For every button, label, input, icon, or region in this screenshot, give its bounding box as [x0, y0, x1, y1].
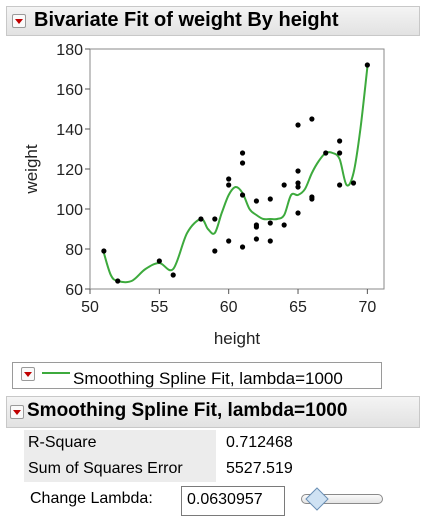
x-axis-label: height — [214, 329, 261, 348]
y-tick-label: 120 — [56, 162, 83, 179]
bivariate-scatter-chart[interactable]: 50 55 60 65 70 60 80 100 120 140 160 180 height weigh… — [0, 30, 428, 360]
x-tick-label: 65 — [289, 299, 307, 316]
data-point — [156, 258, 162, 264]
report-header[interactable] — [6, 6, 420, 36]
lambda-input[interactable]: 0.0630957 — [181, 486, 285, 516]
x-tick-label: 60 — [220, 299, 238, 316]
data-point — [101, 248, 107, 254]
data-point — [364, 62, 370, 68]
fit-section-title: Smoothing Spline Fit, lambda=1000 — [27, 400, 348, 421]
data-point — [309, 116, 315, 122]
spline-fit-line — [102, 66, 369, 284]
data-point — [253, 236, 260, 242]
data-point — [337, 182, 343, 188]
data-point — [267, 238, 273, 244]
fit-section-triangle-icon[interactable] — [10, 405, 24, 419]
data-point — [212, 248, 218, 254]
plot-frame — [89, 48, 385, 290]
report-title: Bivariate Fit of weight By height — [34, 9, 339, 31]
table-row: R-Square 0.712468 — [24, 430, 293, 456]
fit-legend[interactable]: Smoothing Spline Fit, lambda=1000 — [12, 362, 382, 389]
data-point — [281, 182, 287, 188]
data-point — [267, 196, 273, 202]
lambda-slider-track[interactable] — [301, 494, 383, 504]
legend-line-swatch — [42, 372, 70, 374]
data-point — [323, 150, 329, 156]
fit-menu-triangle-icon[interactable] — [21, 367, 35, 381]
data-point — [267, 220, 273, 226]
data-point — [295, 184, 301, 190]
data-point — [239, 192, 246, 198]
stat-value: 0.712468 — [226, 434, 293, 451]
y-tick-label: 140 — [56, 122, 83, 139]
data-point — [226, 176, 232, 182]
legend-label: Smoothing Spline Fit, lambda=1000 — [73, 369, 343, 388]
data-point — [226, 182, 232, 188]
data-point — [295, 168, 301, 174]
table-row: Sum of Squares Error 5527.519 — [24, 456, 293, 482]
stat-label: R-Square — [24, 430, 216, 456]
y-axis-label: weight — [22, 144, 41, 194]
data-point — [295, 210, 301, 216]
data-point — [170, 272, 176, 278]
data-point — [198, 216, 204, 222]
data-point — [212, 216, 218, 222]
data-point — [309, 196, 315, 202]
x-tick-label: 55 — [150, 299, 168, 316]
change-lambda-label: Change Lambda: — [30, 490, 153, 507]
y-tick-label: 100 — [56, 202, 83, 219]
x-tick-label: 70 — [358, 299, 376, 316]
data-point — [115, 278, 121, 284]
report-menu-triangle-icon[interactable] — [12, 14, 26, 28]
data-point — [337, 150, 343, 156]
data-point — [337, 138, 343, 144]
y-tick-label: 160 — [56, 82, 83, 99]
fit-section-header[interactable] — [6, 396, 420, 428]
y-tick-label: 80 — [65, 242, 83, 259]
stat-label: Sum of Squares Error — [24, 456, 216, 482]
stat-value: 5527.519 — [226, 460, 293, 477]
data-point — [253, 224, 260, 230]
y-tick-label: 180 — [56, 42, 83, 59]
x-tick-label: 50 — [81, 299, 99, 316]
data-point — [295, 122, 301, 128]
data-point — [226, 238, 232, 244]
data-point — [281, 222, 287, 228]
data-point — [253, 198, 260, 204]
fit-statistics-table: R-Square 0.712468 Sum of Squares Error 5… — [24, 430, 293, 482]
data-point — [239, 150, 246, 156]
data-point — [295, 180, 301, 186]
data-point — [350, 180, 357, 186]
lambda-slider-thumb[interactable] — [305, 487, 329, 511]
data-point — [239, 160, 246, 166]
y-tick-label: 60 — [65, 282, 83, 299]
data-point — [239, 244, 246, 250]
